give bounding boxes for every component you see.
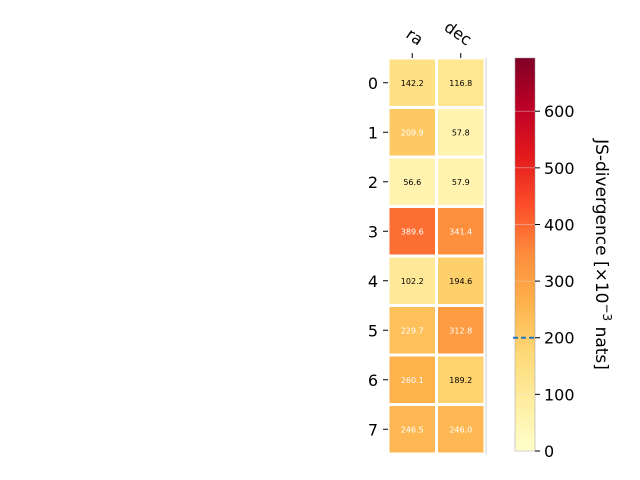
heatmap-cell-label: 341.4	[449, 227, 472, 236]
heatmap-cell-label: 194.6	[449, 277, 472, 286]
colorbar-tick-label: 600	[544, 102, 575, 121]
heatmap-cell-label: 389.6	[401, 227, 424, 236]
heatmap-cell	[438, 158, 484, 205]
heatmap-cell-label: 246.0	[449, 425, 472, 434]
row-tick-label: 2	[368, 173, 378, 192]
heatmap-cell	[438, 109, 484, 156]
row-tick-label: 6	[368, 371, 378, 390]
heatmap-cell-label: 57.9	[452, 178, 470, 187]
colorbar-label-unit: nats]	[591, 321, 611, 370]
row-tick-label: 1	[368, 123, 378, 142]
colorbar-tick-label: 500	[544, 159, 575, 178]
colorbar-tick-label: 0	[544, 442, 554, 461]
row-tick-label: 4	[368, 272, 378, 291]
colorbar-tick-label: 300	[544, 272, 575, 291]
heatmap-cell-label: 142.2	[401, 79, 424, 88]
heatmap-cell	[438, 356, 484, 403]
heatmap-cell	[389, 356, 435, 403]
colorbar-tick-label: 200	[544, 329, 575, 348]
heatmap-cell-label: 312.8	[449, 326, 472, 335]
heatmap-cell	[389, 109, 435, 156]
row-tick-label: 3	[368, 222, 378, 241]
colorbar-tick-label: 400	[544, 215, 575, 234]
heatmap-cell	[389, 257, 435, 304]
heatmap-cell	[389, 406, 435, 453]
heatmap-cell-label: 246.5	[401, 425, 424, 434]
heatmap-cell-label: 57.8	[452, 128, 470, 137]
row-tick-label: 0	[368, 74, 378, 93]
heatmap-cell	[438, 208, 484, 255]
colorbar-ticks: 0 100 200 300 400 500 600	[513, 102, 575, 461]
colorbar-gradient	[514, 57, 536, 452]
heatmap-cell-label: 102.2	[401, 277, 424, 286]
column-tick-label: ra	[403, 24, 427, 49]
colorbar-label: JS-divergence [×10−3 nats]	[591, 138, 614, 370]
heatmap-cell-label: 260.1	[401, 376, 424, 385]
heatmap-cell-label: 56.6	[403, 178, 421, 187]
heatmap-cell	[438, 406, 484, 453]
heatmap-cell-label: 189.2	[449, 376, 472, 385]
heatmap-cell	[389, 158, 435, 205]
column-tick-label: dec	[441, 17, 475, 49]
colorbar-label-main: JS-divergence [×10	[591, 138, 611, 303]
heatmap-cell-label: 229.7	[401, 326, 424, 335]
heatmap-cell	[389, 208, 435, 255]
heatmap-cell	[389, 307, 435, 354]
row-tick-label: 7	[368, 420, 378, 439]
colorbar: 0 100 200 300 400 500 600 JS-divergence [×10−3…	[513, 57, 614, 461]
heatmap-cell	[438, 307, 484, 354]
heatmap-cell-label: 116.8	[449, 79, 472, 88]
heatmap-cell	[389, 59, 435, 106]
colorbar-tick-label: 100	[544, 385, 575, 404]
heatmap-cell	[438, 257, 484, 304]
heatmap-cell	[438, 59, 484, 106]
colorbar-label-exponent: −3	[600, 303, 614, 321]
heatmap-cell-label: 209.9	[401, 128, 424, 137]
row-tick-label: 5	[368, 321, 378, 340]
